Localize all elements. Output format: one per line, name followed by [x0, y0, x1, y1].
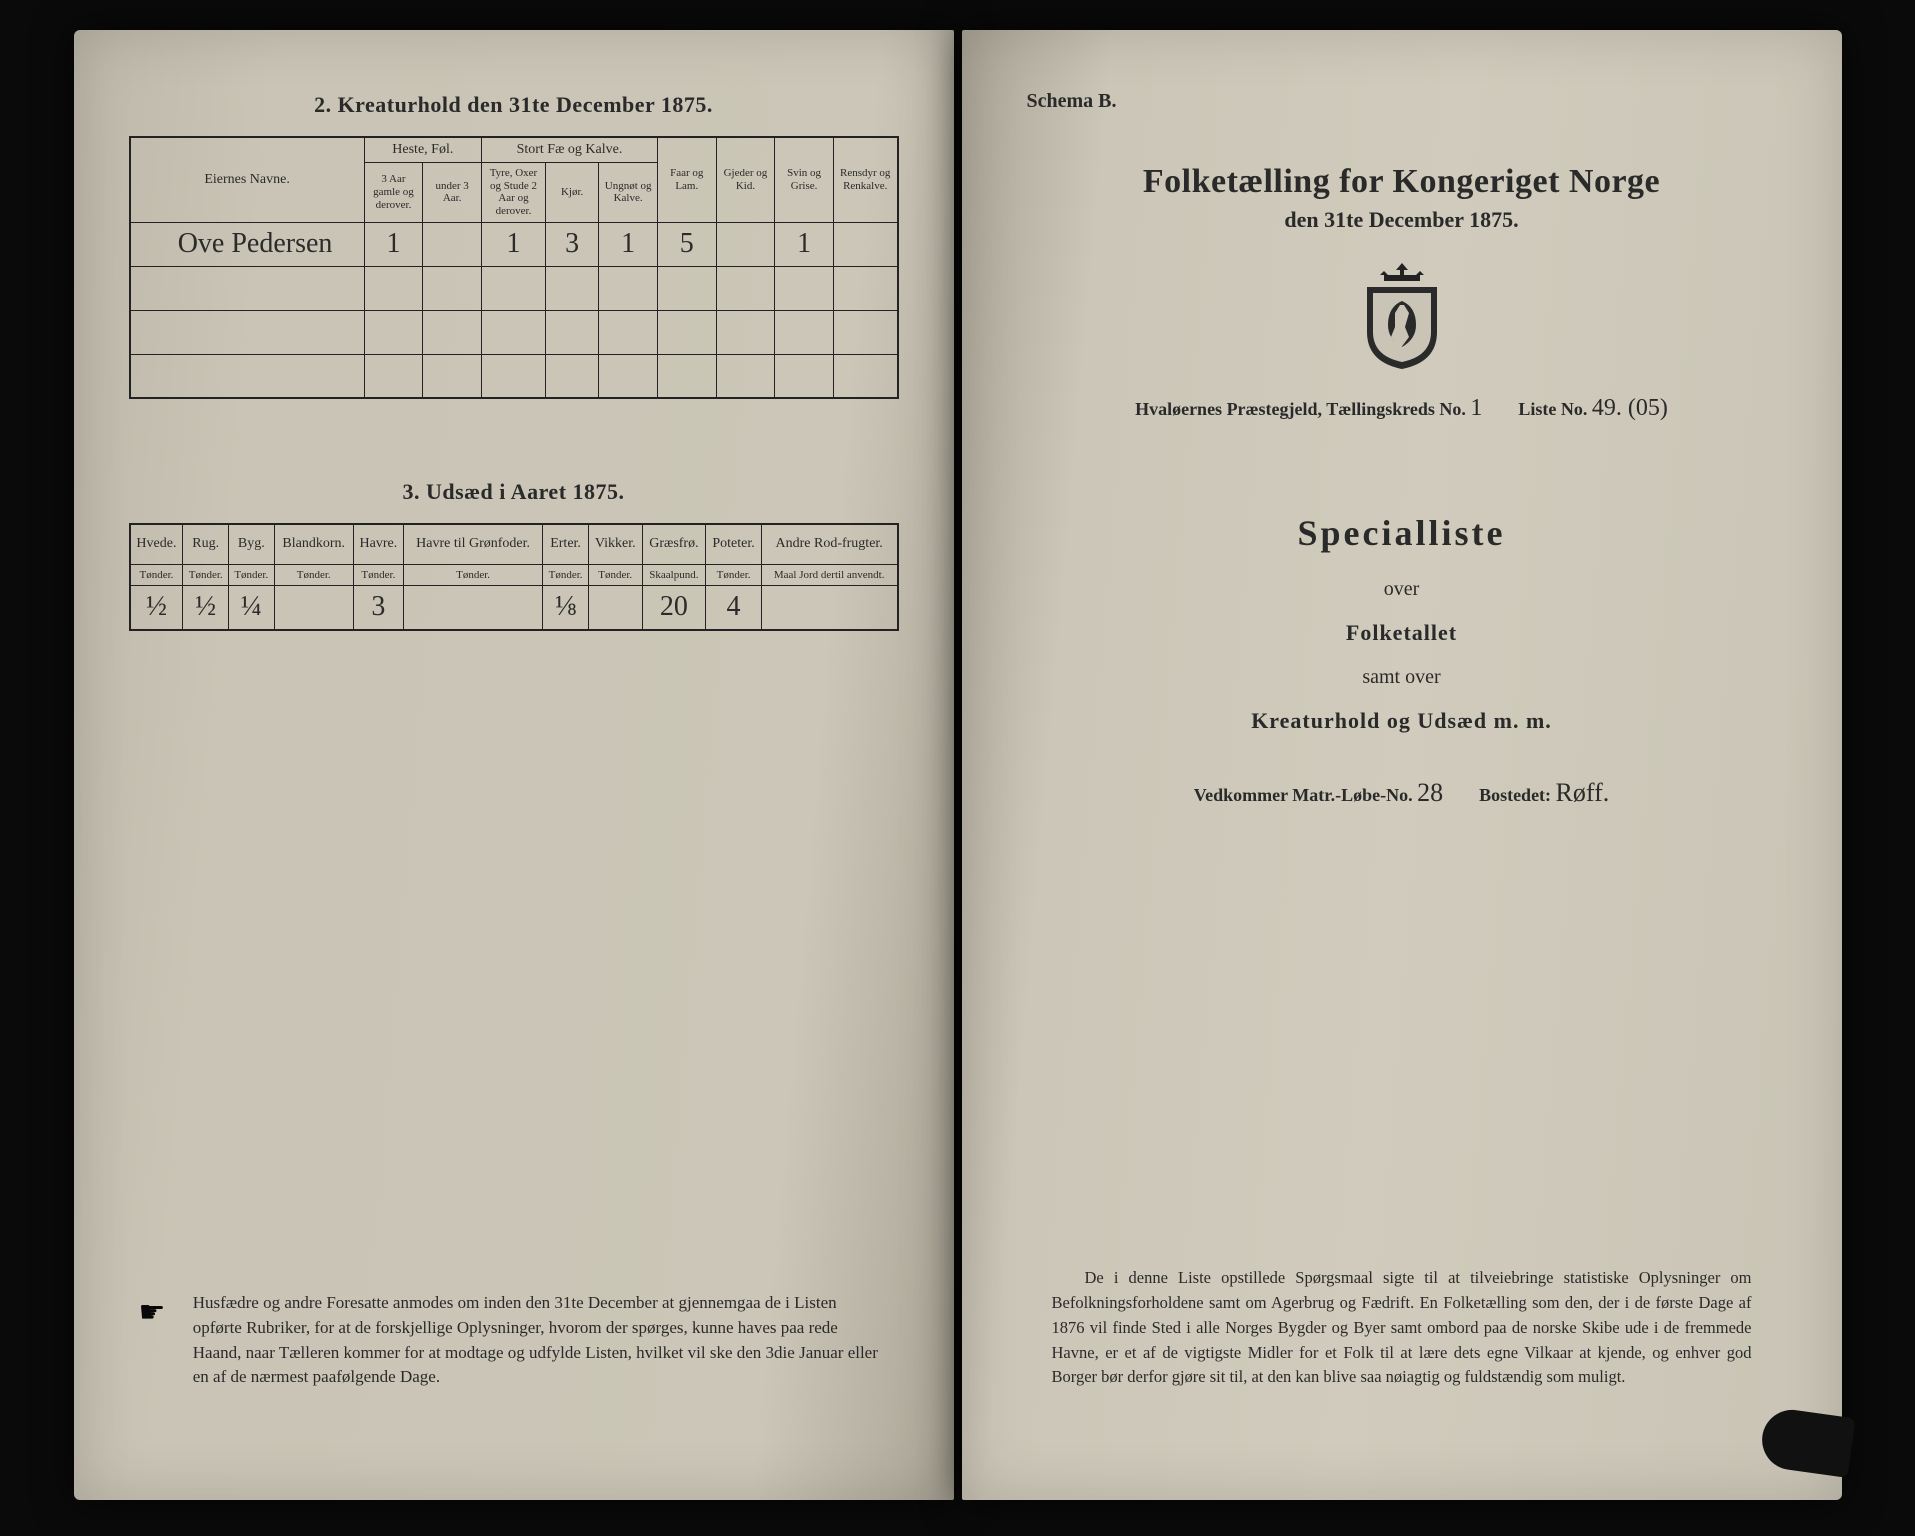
list-no: 49. (05) — [1592, 395, 1668, 421]
seed-col: Poteter. — [706, 524, 762, 564]
seed-unit-row: Tønder.Tønder.Tønder.Tønder.Tønder.Tønde… — [130, 564, 898, 586]
seed-unit: Tønder. — [130, 564, 183, 586]
pointing-hand-icon: ☛ — [139, 1291, 189, 1335]
owner-name: Ove Pedersen — [130, 222, 365, 266]
seed-unit: Skaalpund. — [642, 564, 706, 586]
meta-line: Hvaløernes Præstegjeld, Tællingskreds No… — [1017, 395, 1787, 422]
val-reindeer — [833, 222, 897, 266]
seed-col: Blandkorn. — [274, 524, 353, 564]
val-c2: 3 — [545, 222, 598, 266]
census-title: Folketælling for Kongeriget Norge — [1017, 163, 1787, 201]
seed-col: Andre Rod-frugter. — [761, 524, 897, 564]
seed-col: Erter. — [543, 524, 589, 564]
seed-val — [761, 586, 897, 630]
seed-unit: Tønder. — [706, 564, 762, 586]
col-horses: Heste, Føl. — [364, 137, 481, 163]
kreatur-label: Kreaturhold og Udsæd m. m. — [1251, 708, 1552, 733]
seed-val: 4 — [706, 586, 762, 630]
book-spread: 2. Kreaturhold den 31te December 1875. E… — [74, 30, 1842, 1500]
seed-col: Havre. — [353, 524, 403, 564]
seed-table: Hvede.Rug.Byg.Blandkorn.Havre.Havre til … — [129, 523, 899, 631]
seed-col: Havre til Grønfoder. — [403, 524, 542, 564]
table-row — [130, 310, 898, 354]
section3-title: 3. Udsæd i Aaret 1875. — [129, 479, 899, 505]
bosted-label: Bostedet: — [1479, 785, 1551, 805]
list-label: Liste No. — [1518, 399, 1587, 419]
seed-unit: Tønder. — [228, 564, 274, 586]
seed-unit: Tønder. — [353, 564, 403, 586]
seed-val: ½ — [183, 586, 229, 630]
seed-val — [274, 586, 353, 630]
col-h2: under 3 Aar. — [423, 163, 482, 223]
val-goats — [716, 222, 775, 266]
seed-unit: Tønder. — [403, 564, 542, 586]
seed-unit: Tønder. — [543, 564, 589, 586]
col-reindeer: Rensdyr og Renkalve. — [833, 137, 897, 222]
left-footnote: ☛ Husfædre og andre Foresatte anmodes om… — [139, 1291, 889, 1390]
footnote-text: Husfædre og andre Foresatte anmodes om i… — [193, 1291, 883, 1390]
val-c1: 1 — [481, 222, 545, 266]
col-pigs: Svin og Grise. — [775, 137, 834, 222]
seed-val — [403, 586, 542, 630]
seed-val: ⅛ — [543, 586, 589, 630]
seed-col: Hvede. — [130, 524, 183, 564]
right-footnote: De i denne Liste opstillede Spørgsmaal s… — [1052, 1266, 1752, 1390]
over-label: over — [1384, 578, 1420, 600]
seed-col: Græsfrø. — [642, 524, 706, 564]
seed-unit: Tønder. — [588, 564, 642, 586]
col-goats: Gjeder og Kid. — [716, 137, 775, 222]
col-sheep: Faar og Lam. — [657, 137, 716, 222]
coat-of-arms-icon — [1357, 261, 1447, 371]
right-page: Schema B. Folketælling for Kongeriget No… — [962, 30, 1842, 1500]
seed-val: 20 — [642, 586, 706, 630]
col-owner: Eiernes Navne. — [130, 137, 365, 222]
livestock-table: Eiernes Navne. Heste, Føl. Stort Fæ og K… — [129, 136, 899, 399]
matr-val: 28 — [1417, 778, 1443, 807]
seed-val: ¼ — [228, 586, 274, 630]
vedkommer-line: Vedkommer Matr.-Løbe-No. 28 Bostedet: Rø… — [1017, 778, 1787, 808]
val-pigs: 1 — [775, 222, 834, 266]
spec-block: over Folketallet samt over Kreaturhold o… — [1017, 568, 1787, 744]
seed-unit: Maal Jord dertil anvendt. — [761, 564, 897, 586]
folketallet-label: Folketallet — [1346, 620, 1457, 645]
left-page: 2. Kreaturhold den 31te December 1875. E… — [74, 30, 954, 1500]
parish-label: Hvaløernes Præstegjeld, Tællingskreds No… — [1135, 399, 1466, 419]
seed-col: Rug. — [183, 524, 229, 564]
val-c3: 1 — [599, 222, 658, 266]
bosted-val: Røff. — [1556, 778, 1610, 807]
seed-val: ½ — [130, 586, 183, 630]
col-c2: Kjør. — [545, 163, 598, 223]
seed-col: Vikker. — [588, 524, 642, 564]
table-row — [130, 266, 898, 310]
seed-val — [588, 586, 642, 630]
val-h2 — [423, 222, 482, 266]
parish-no: 1 — [1470, 395, 1482, 421]
col-h1: 3 Aar gamle og derover. — [364, 163, 423, 223]
section2-title: 2. Kreaturhold den 31te December 1875. — [129, 92, 899, 118]
specialliste-title: Specialliste — [1017, 512, 1787, 554]
seed-unit: Tønder. — [274, 564, 353, 586]
col-c1: Tyre, Oxer og Stude 2 Aar og derover. — [481, 163, 545, 223]
seed-col: Byg. — [228, 524, 274, 564]
table-row — [130, 354, 898, 398]
census-subtitle: den 31te December 1875. — [1017, 207, 1787, 233]
col-c3: Ungnøt og Kalve. — [599, 163, 658, 223]
samt-label: samt over — [1362, 666, 1440, 688]
col-cattle: Stort Fæ og Kalve. — [481, 137, 657, 163]
seed-header-row: Hvede.Rug.Byg.Blandkorn.Havre.Havre til … — [130, 524, 898, 564]
val-sheep: 5 — [657, 222, 716, 266]
corner-tab — [1758, 1406, 1855, 1478]
val-h1: 1 — [364, 222, 423, 266]
seed-unit: Tønder. — [183, 564, 229, 586]
seed-value-row: ½½¼3⅛204 — [130, 586, 898, 630]
table-row: Ove Pedersen 1 1 3 1 5 1 — [130, 222, 898, 266]
matr-label: Vedkommer Matr.-Løbe-No. — [1194, 785, 1413, 805]
schema-label: Schema B. — [1027, 90, 1787, 113]
seed-val: 3 — [353, 586, 403, 630]
